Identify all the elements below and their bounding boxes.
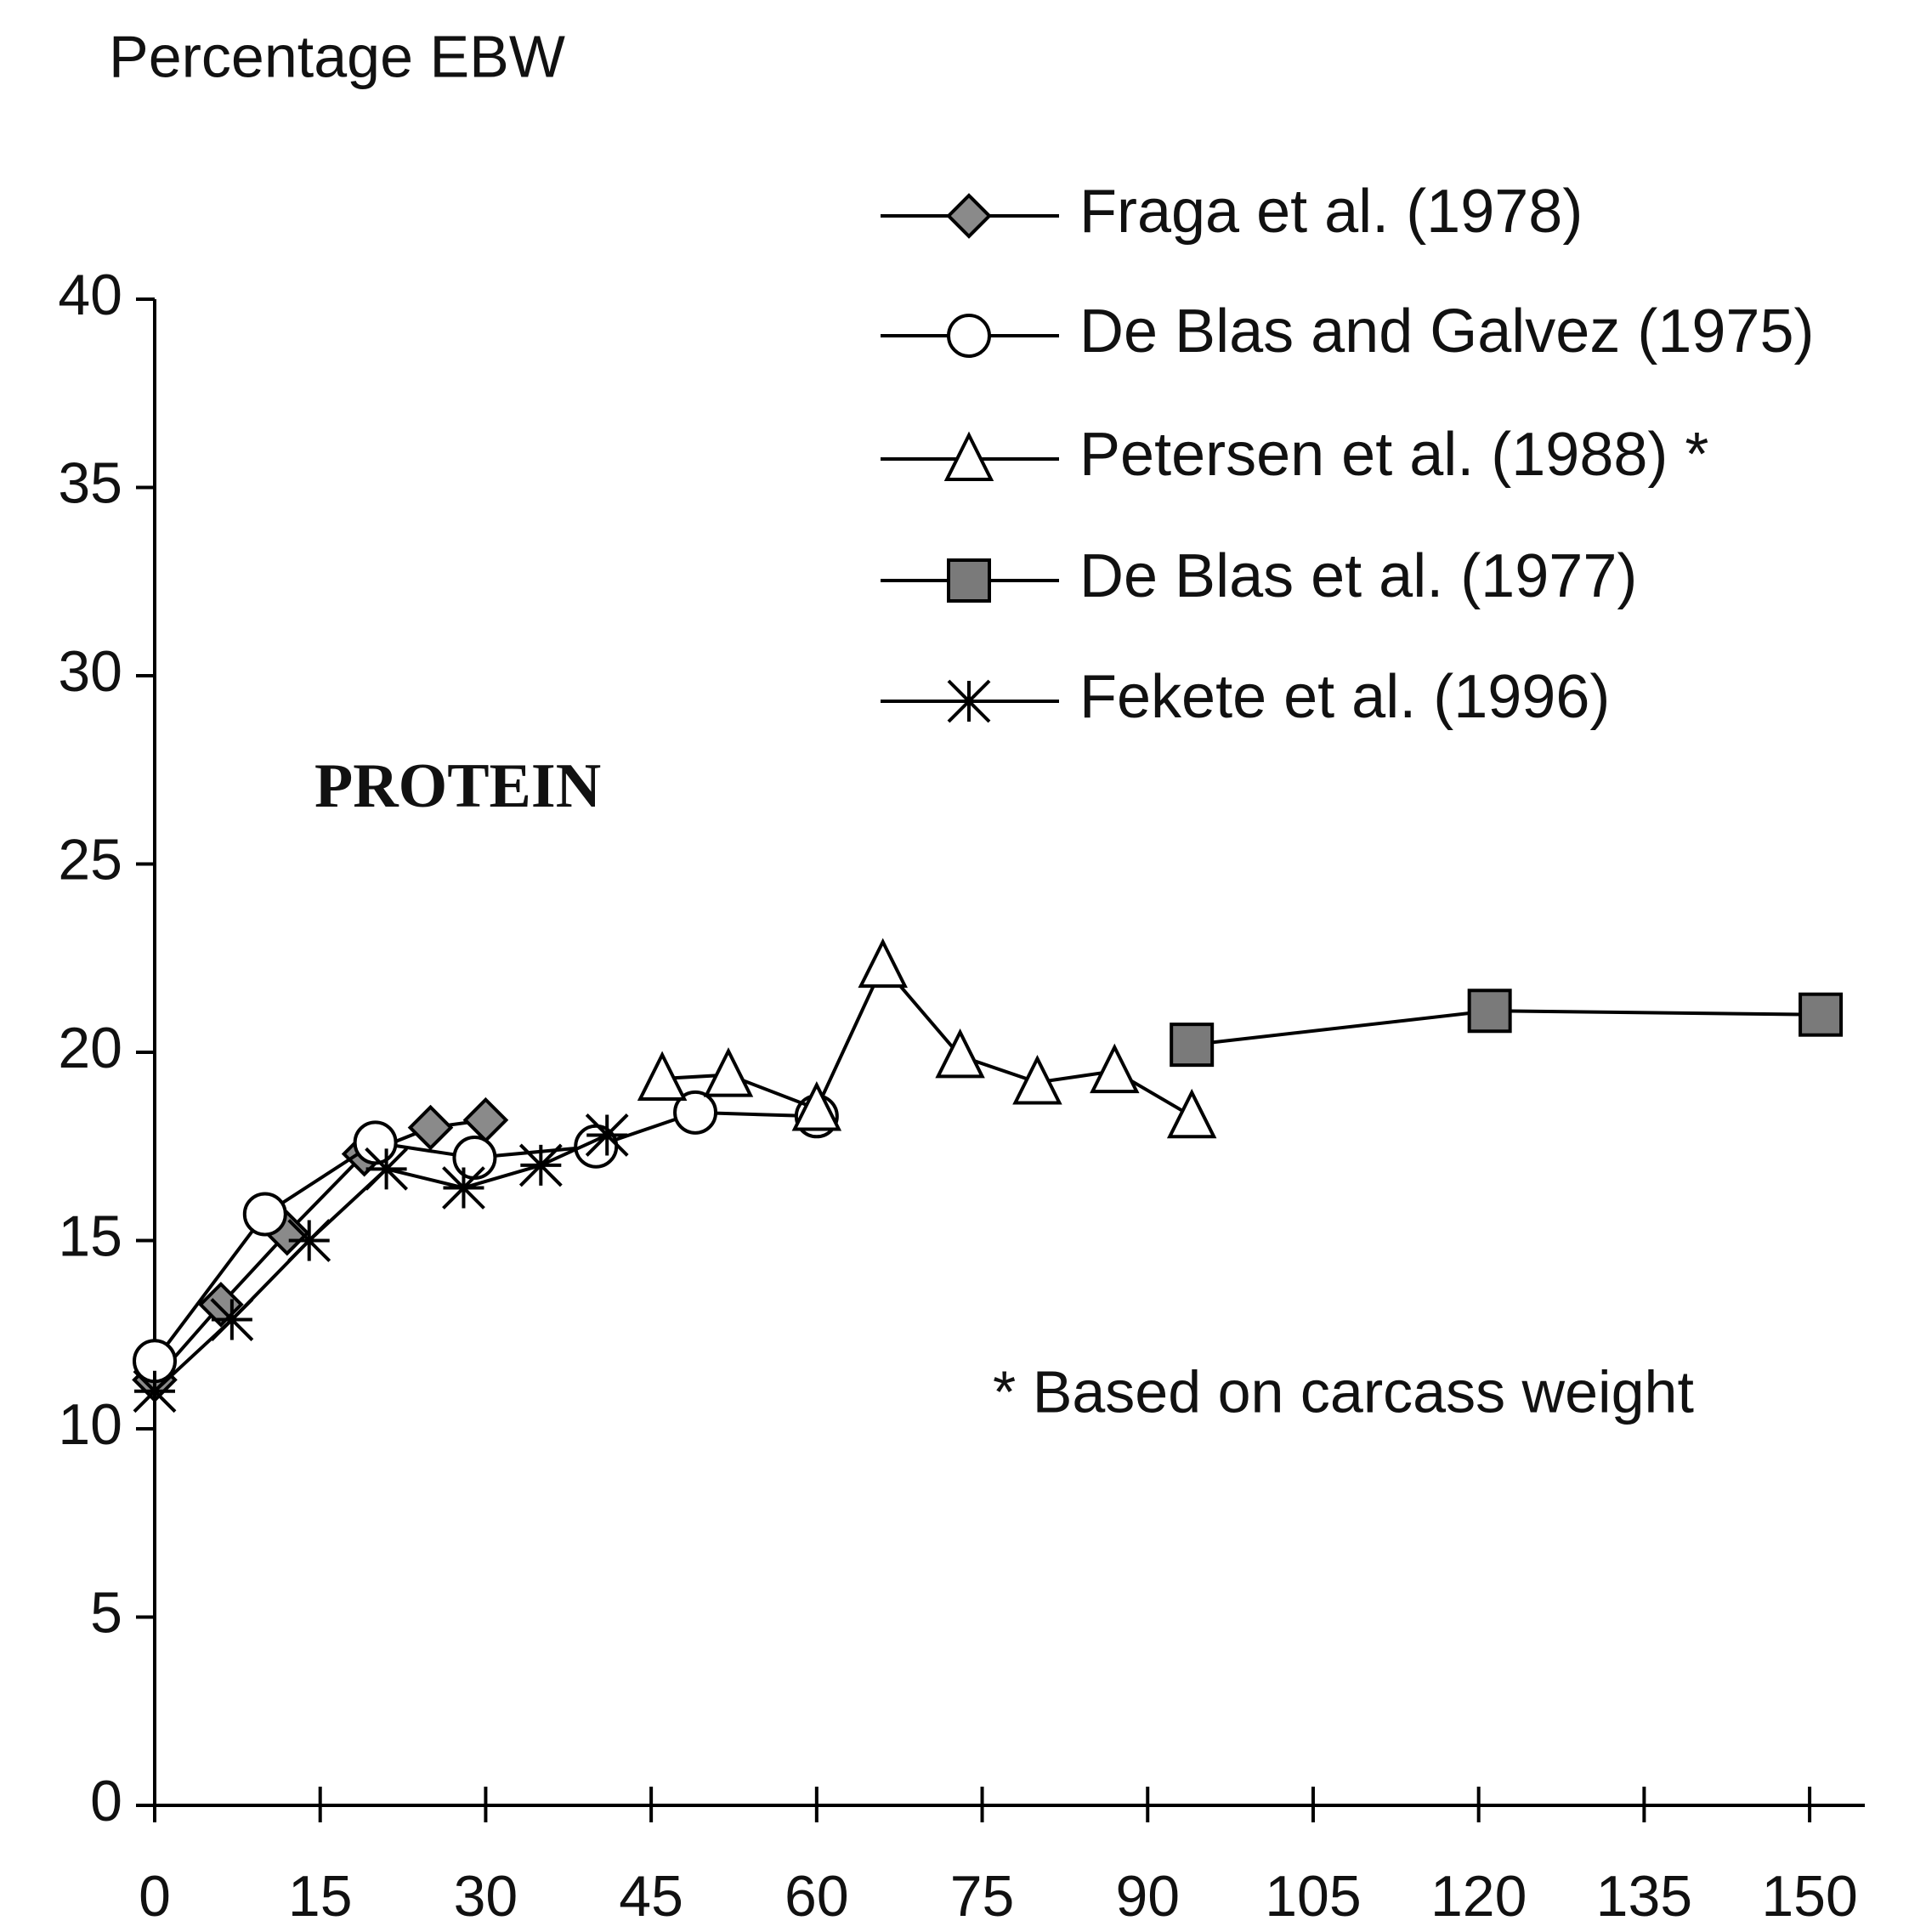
marker (703, 1047, 754, 1097)
legend-marker (946, 193, 992, 239)
marker (791, 1080, 842, 1131)
y-tick-label: 5 (90, 1580, 122, 1645)
y-tick-label: 35 (58, 450, 122, 515)
x-tick-label: 30 (454, 1864, 518, 1929)
marker (1012, 1054, 1062, 1105)
x-tick-label: 45 (619, 1864, 683, 1929)
legend-marker (943, 431, 994, 481)
y-tick-label: 40 (58, 263, 122, 327)
y-axis-label: Percentage EBW (109, 23, 565, 89)
marker (452, 1136, 497, 1181)
marker (673, 1090, 718, 1135)
marker (1799, 992, 1844, 1037)
marker (210, 1298, 254, 1341)
legend-marker (947, 558, 991, 603)
x-tick-label: 15 (288, 1864, 353, 1929)
y-tick-label: 25 (58, 827, 122, 892)
x-tick-label: 90 (1115, 1864, 1180, 1929)
x-tick-label: 60 (785, 1864, 849, 1929)
marker (858, 938, 908, 989)
x-tick-label: 120 (1430, 1864, 1527, 1929)
legend-label: De Blas et al. (1977) (1079, 542, 1637, 610)
x-tick-label: 75 (950, 1864, 1015, 1929)
legend-label: Fraga et al. (1978) (1079, 178, 1583, 246)
legend-label: Fekete et al. (1996) (1079, 663, 1610, 731)
annotation: PROTEIN (314, 751, 601, 821)
marker (1170, 1023, 1215, 1068)
marker (1467, 989, 1512, 1034)
marker (637, 1051, 688, 1102)
marker (365, 1147, 409, 1191)
marker (518, 1143, 563, 1187)
x-tick-label: 150 (1761, 1864, 1857, 1929)
y-tick-label: 30 (58, 639, 122, 704)
x-tick-label: 105 (1265, 1864, 1361, 1929)
y-tick-label: 0 (90, 1769, 122, 1833)
marker (242, 1192, 287, 1237)
x-tick-label: 135 (1596, 1864, 1692, 1929)
legend-label: De Blas and Galvez (1975) (1079, 297, 1814, 365)
marker (133, 1369, 177, 1414)
legend-marker (947, 679, 991, 723)
marker (585, 1113, 629, 1157)
x-tick-label: 0 (139, 1864, 171, 1929)
y-tick-label: 15 (58, 1204, 122, 1268)
y-tick-label: 10 (58, 1392, 122, 1457)
marker (1090, 1043, 1140, 1094)
marker (1166, 1088, 1217, 1139)
marker (287, 1219, 331, 1262)
y-tick-label: 20 (58, 1016, 122, 1080)
annotation: * Based on carcass weight (993, 1358, 1694, 1425)
legend-label: Petersen et al. (1988) * (1079, 421, 1708, 489)
legend-marker (947, 314, 991, 358)
marker (935, 1028, 985, 1079)
marker (462, 1096, 509, 1143)
marker (407, 1104, 454, 1151)
marker (442, 1166, 485, 1210)
